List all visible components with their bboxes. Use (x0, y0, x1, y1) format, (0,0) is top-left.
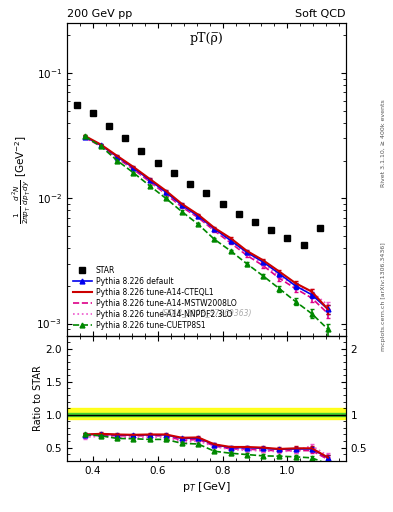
STAR (74, 102, 79, 109)
Text: Soft QCD: Soft QCD (296, 9, 346, 19)
Legend: STAR, Pythia 8.226 default, Pythia 8.226 tune-A14-CTEQL1, Pythia 8.226 tune-A14-: STAR, Pythia 8.226 default, Pythia 8.226… (71, 264, 239, 332)
Text: (STAR_2008_S7869363): (STAR_2008_S7869363) (161, 308, 252, 317)
STAR (123, 135, 128, 141)
STAR (90, 110, 95, 116)
STAR (155, 160, 160, 166)
Text: 200 GeV pp: 200 GeV pp (67, 9, 132, 19)
Text: Rivet 3.1.10, ≥ 400k events: Rivet 3.1.10, ≥ 400k events (381, 99, 386, 187)
STAR (269, 227, 274, 233)
Bar (67, 413, 346, 416)
STAR (107, 122, 111, 129)
STAR (220, 201, 225, 207)
X-axis label: p$_T$ [GeV]: p$_T$ [GeV] (182, 480, 231, 494)
Bar (67, 408, 346, 419)
STAR (318, 225, 322, 231)
STAR (139, 147, 144, 154)
Y-axis label: Ratio to STAR: Ratio to STAR (33, 366, 42, 431)
STAR (285, 235, 290, 241)
Line: STAR: STAR (73, 102, 323, 249)
Text: mcplots.cern.ch [arXiv:1306.3436]: mcplots.cern.ch [arXiv:1306.3436] (381, 243, 386, 351)
STAR (171, 169, 176, 176)
Y-axis label: $\frac{1}{2\pi p_T}\,\frac{d^2N}{dp_T\,dy}$ [GeV$^{-2}$]: $\frac{1}{2\pi p_T}\,\frac{d^2N}{dp_T\,d… (11, 135, 32, 224)
STAR (301, 242, 306, 248)
STAR (237, 211, 241, 217)
Text: pT(ρ̅): pT(ρ̅) (189, 32, 223, 46)
STAR (204, 190, 209, 196)
STAR (188, 181, 193, 187)
STAR (253, 219, 257, 225)
